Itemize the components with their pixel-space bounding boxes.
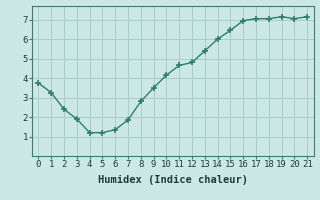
X-axis label: Humidex (Indice chaleur): Humidex (Indice chaleur): [98, 175, 248, 185]
